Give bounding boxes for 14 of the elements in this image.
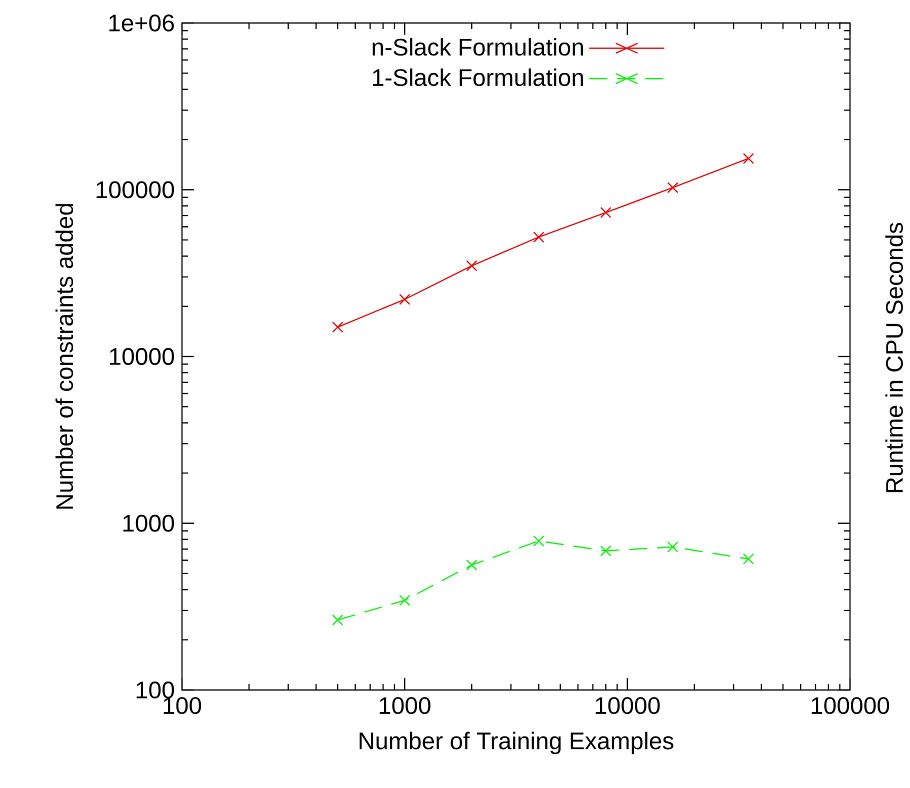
- legend-label: 1-Slack Formulation: [372, 68, 583, 86]
- x-tick-label: 1000: [380, 697, 430, 714]
- y-tick-label: 100: [136, 682, 174, 698]
- x-tick-label: 100000: [812, 697, 890, 714]
- y-tick-label: 10000: [110, 348, 174, 365]
- y-axis-title: Number of constraints added: [56, 204, 74, 509]
- x-tick-label: 100: [164, 697, 202, 714]
- y-tick-label: 1000: [123, 514, 174, 532]
- y-tick-label: 1e+06: [109, 14, 174, 32]
- x-axis-title: Number of Training Examples: [360, 732, 674, 754]
- legend-label: n-Slack Formulation: [372, 38, 583, 56]
- y-tick-label: 100000: [96, 181, 174, 198]
- y2-axis-title: Runtime in CPU Seconds: [885, 222, 903, 492]
- x-tick-label: 10000: [596, 697, 660, 714]
